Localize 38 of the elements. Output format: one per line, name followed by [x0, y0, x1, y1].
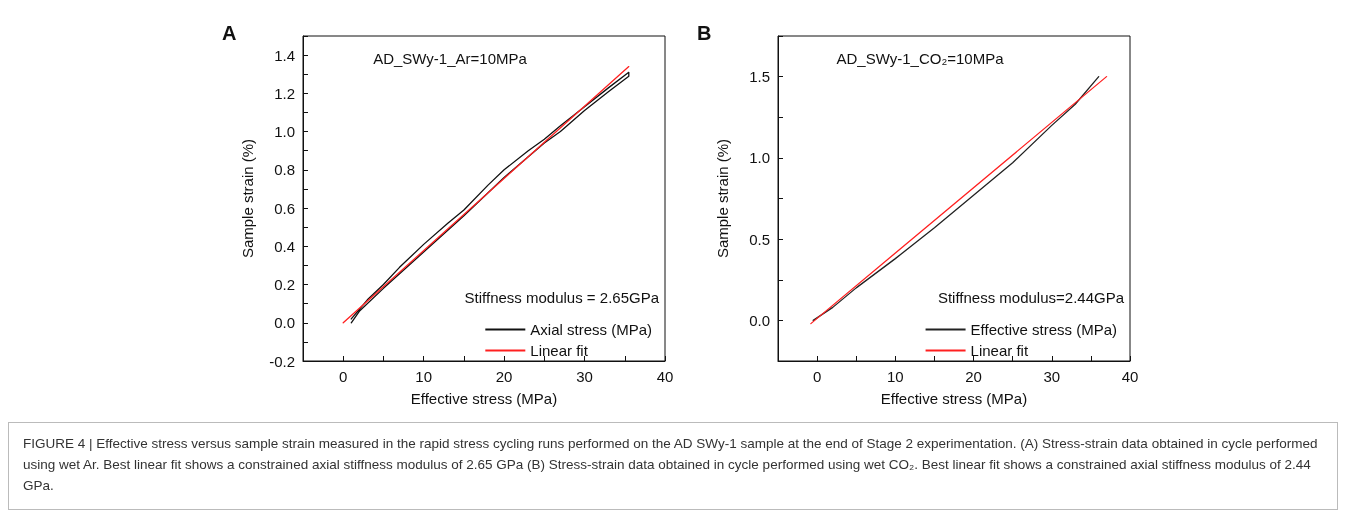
x-axis-title: Effective stress (MPa)	[410, 390, 558, 407]
x-tick-label: 40	[1121, 368, 1139, 385]
x-tick-label: 20	[495, 368, 513, 385]
y-tick-label: 0.2	[274, 276, 295, 294]
legend-label: Effective stress (MPa)	[970, 321, 1118, 338]
annotation: Stiffness modulus = 2.65GPa	[464, 289, 660, 306]
chart-title: B	[697, 22, 712, 44]
x-tick-label: 30	[576, 368, 593, 385]
x-tick-label: 30	[1043, 368, 1061, 385]
annotation: Stiffness modulus=2.44GPa	[937, 289, 1125, 306]
y-tick-label: 1.5	[749, 68, 770, 86]
y-tick-label: 1.0	[749, 149, 770, 167]
y-tick-label: 0.4	[274, 237, 295, 255]
x-tick-label: 20	[965, 368, 982, 385]
y-axis-title: Sample strain (%)	[714, 138, 731, 259]
y-tick-label: 0.0	[749, 311, 770, 329]
x-tick-label: 10	[886, 368, 904, 385]
legend-label: Axial stress (MPa)	[530, 321, 652, 338]
y-axis-title: Sample strain (%)	[239, 138, 256, 259]
legend-label: Linear fit	[530, 342, 589, 359]
x-tick-label: 0	[339, 368, 348, 385]
text: AD_SWy-1_CO₂=10MPa	[836, 50, 1005, 67]
chart-title: A	[222, 22, 237, 44]
text: AD_SWy-1_Ar=10MPa	[373, 50, 528, 67]
x-axis-title: Effective stress (MPa)	[880, 390, 1028, 407]
y-tick-label: 1.0	[274, 123, 295, 141]
x-tick-label: 10	[415, 368, 433, 385]
y-tick-label: 0.5	[749, 230, 770, 248]
x-tick-label: 0	[812, 368, 822, 385]
legend-label: Linear fit	[970, 342, 1029, 359]
y-tick-label: 0.8	[274, 161, 295, 179]
y-tick-label: 1.4	[274, 46, 295, 64]
y-tick-label: -0.2	[269, 352, 295, 370]
y-tick-label: 0.6	[274, 199, 295, 217]
y-tick-label: 1.2	[274, 84, 295, 102]
caption: FIGURE 4 | Effective stress versus sample strain measured in the rapid stress cycling runs performed on the AD SWy-1 sample at the end of Stage 2 experimentation. (A) Stress-strain data obtained in cycle performed using wet Ar. Best linear fit shows a constrained axial stiffness modulus of 2.65 GPa (B) Stress-strain data obtained in cycle performed using wet CO₂. Best linear fit shows a constrained axial stiffness modulus of 2.44 GPa.	[23, 435, 1319, 495]
y-tick-label: 0.0	[274, 314, 295, 332]
x-tick-label: 40	[656, 368, 674, 385]
